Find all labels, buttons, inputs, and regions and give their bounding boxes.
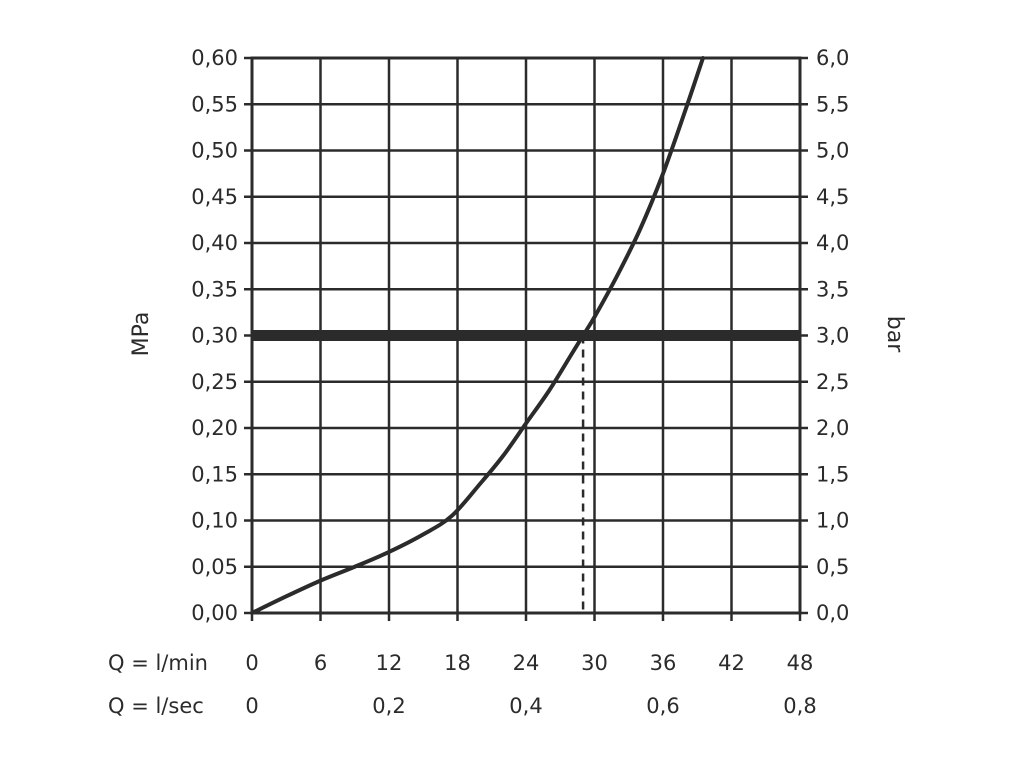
y-right-tick-label: 4,5 bbox=[816, 185, 849, 209]
y-right-tick-label: 2,5 bbox=[816, 370, 849, 394]
y-left-tick-label: 0,60 bbox=[191, 46, 238, 70]
y-left-tick-label: 0,50 bbox=[191, 139, 238, 163]
x-secondary-axis-label: Q = l/sec bbox=[108, 694, 204, 718]
x-primary-tick-label: 48 bbox=[787, 651, 814, 675]
y-left-tick-label: 0,20 bbox=[191, 416, 238, 440]
y-right-tick-label: 0,0 bbox=[816, 601, 849, 625]
y-right-tick-label: 2,0 bbox=[816, 416, 849, 440]
y-right-tick-label: 5,5 bbox=[816, 92, 849, 116]
x-secondary-tick-label: 0 bbox=[245, 694, 258, 718]
y-left-tick-label: 0,55 bbox=[191, 92, 238, 116]
y-left-tick-label: 0,45 bbox=[191, 185, 238, 209]
y-left-tick-label: 0,35 bbox=[191, 277, 238, 301]
x-primary-axis-label: Q = l/min bbox=[108, 651, 208, 675]
x-primary-tick-label: 6 bbox=[314, 651, 327, 675]
curve-layer bbox=[250, 56, 705, 615]
y-left-tick-label: 0,10 bbox=[191, 509, 238, 533]
y-left-axis-label: MPa bbox=[129, 312, 154, 357]
y-left-tick-label: 0,00 bbox=[191, 601, 238, 625]
x-primary-tick-label: 30 bbox=[581, 651, 608, 675]
x-secondary-tick-label: 0,8 bbox=[783, 694, 816, 718]
y-right-tick-label: 5,0 bbox=[816, 139, 849, 163]
x-secondary-tick-label: 0,6 bbox=[646, 694, 679, 718]
y-right-tick-label: 1,5 bbox=[816, 462, 849, 486]
y-right-tick-label: 1,0 bbox=[816, 509, 849, 533]
x-secondary-tick-label: 0,2 bbox=[372, 694, 405, 718]
y-left-tick-label: 0,25 bbox=[191, 370, 238, 394]
x-primary-tick-label: 24 bbox=[513, 651, 540, 675]
y-right-tick-label: 6,0 bbox=[816, 46, 849, 70]
x-primary-tick-label: 18 bbox=[444, 651, 471, 675]
y-right-tick-label: 4,0 bbox=[816, 231, 849, 255]
y-left-tick-label: 0,05 bbox=[191, 555, 238, 579]
y-left-tick-label: 0,40 bbox=[191, 231, 238, 255]
x-primary-tick-label: 0 bbox=[245, 651, 258, 675]
y-right-tick-label: 3,0 bbox=[816, 324, 849, 348]
x-secondary-tick-label: 0,4 bbox=[509, 694, 542, 718]
x-primary-tick-label: 42 bbox=[718, 651, 745, 675]
y-right-tick-label: 3,5 bbox=[816, 277, 849, 301]
y-left-tick-label: 0,30 bbox=[191, 324, 238, 348]
tick-label-layer: 0 6 12 18 24 30 36 42 48 0,00 0,0 0,05 0,5 0,10 1,0 0,1… bbox=[191, 46, 849, 718]
reference-layer bbox=[252, 330, 800, 613]
y-right-tick-label: 0,5 bbox=[816, 555, 849, 579]
x-primary-tick-label: 36 bbox=[650, 651, 677, 675]
y-right-axis-label: bar bbox=[882, 316, 907, 353]
x-primary-tick-label: 12 bbox=[376, 651, 403, 675]
series-line bbox=[250, 56, 705, 615]
y-left-tick-label: 0,15 bbox=[191, 462, 238, 486]
